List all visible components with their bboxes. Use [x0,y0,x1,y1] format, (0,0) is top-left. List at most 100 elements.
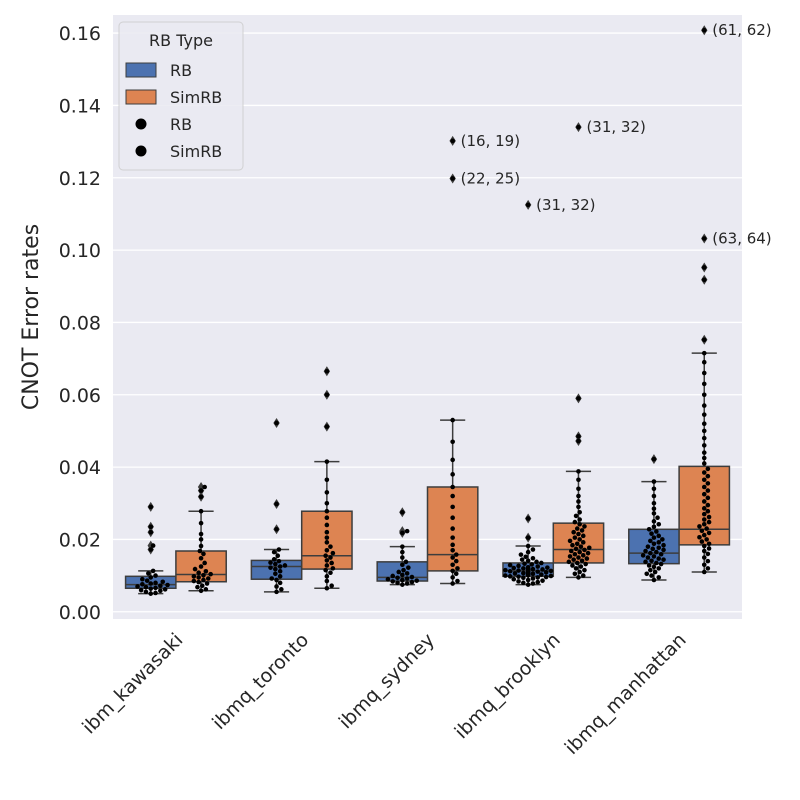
data-point [450,535,455,540]
data-point [530,555,536,561]
data-point [525,549,531,555]
data-point [543,574,549,580]
data-point [450,504,455,510]
data-point [548,568,554,574]
boxes [124,25,731,595]
data-point [453,558,459,564]
data-point [400,510,405,515]
data-point [135,584,140,589]
data-point [277,574,283,579]
y-axis-title: CNOT Error rates [19,224,44,410]
data-point [566,559,572,565]
legend-entry: SimRB [135,142,222,161]
y-tick-label: 0.10 [59,240,101,262]
data-point [406,565,411,570]
x-tick-label: ibm_kawasaki [78,629,187,738]
data-point [573,546,579,552]
data-point [400,555,405,560]
data-point [577,521,582,527]
data-point [572,519,578,525]
data-point [143,584,149,590]
data-point [530,581,536,586]
data-point [277,568,283,574]
data-point [274,577,279,583]
data-point [153,585,158,591]
legend: RB Type RB SimRB RB SimRB [118,21,244,171]
data-point [324,515,330,521]
data-point [512,571,518,576]
data-point [645,555,651,560]
data-point [576,486,581,492]
data-point [400,577,405,583]
data-point [197,548,203,554]
data-point [453,571,459,577]
data-point [701,470,707,475]
data-point [390,573,396,579]
data-point [140,576,145,582]
data-point [324,522,330,528]
data-point [323,553,328,559]
data-point [525,582,531,587]
outlier-annotation: (31, 32) [586,118,645,136]
data-point [579,558,585,564]
data-point [414,578,420,583]
data-point [516,579,521,584]
data-point [198,508,204,514]
data-point [539,560,544,566]
legend-marker [135,145,147,157]
data-point [651,479,657,484]
data-point [701,27,707,33]
data-point [701,435,707,441]
data-point [651,564,657,570]
outlier-annotation: (22, 25) [461,169,520,187]
data-point [385,576,391,582]
data-point [654,529,659,534]
data-point [198,531,204,537]
data-point [706,546,712,551]
data-point [534,559,539,565]
data-point [324,490,330,495]
data-point [705,551,711,557]
data-point [658,551,664,557]
data-point [195,584,200,590]
data-point [651,535,657,540]
data-point [701,277,707,283]
data-point [571,529,576,535]
data-point [701,499,707,504]
data-point [450,484,455,490]
data-point [577,537,582,542]
data-point [519,557,525,562]
data-point [324,535,330,540]
data-point [409,574,415,580]
data-point [585,550,591,556]
data-point [699,528,705,534]
data-point [576,438,581,444]
data-point [651,493,657,499]
data-point [400,582,405,587]
data-point [158,588,163,594]
data-point [525,543,531,549]
data-point [574,526,580,531]
legend-marker [135,118,147,130]
data-point [198,520,204,526]
data-point [576,555,581,560]
data-point [395,575,400,581]
flier [197,481,205,492]
data-point [535,579,541,585]
data-point [705,566,711,571]
data-point [705,502,711,508]
data-point [396,569,402,575]
data-point [539,572,544,577]
data-point [704,526,709,531]
data-point [516,568,521,573]
data-point [282,563,288,568]
data-point [198,543,204,549]
data-point [503,567,508,573]
data-point [705,508,711,514]
data-point [450,138,455,144]
data-point [203,568,209,574]
data-point [651,456,657,462]
data-point [701,265,707,270]
data-point [706,530,712,536]
